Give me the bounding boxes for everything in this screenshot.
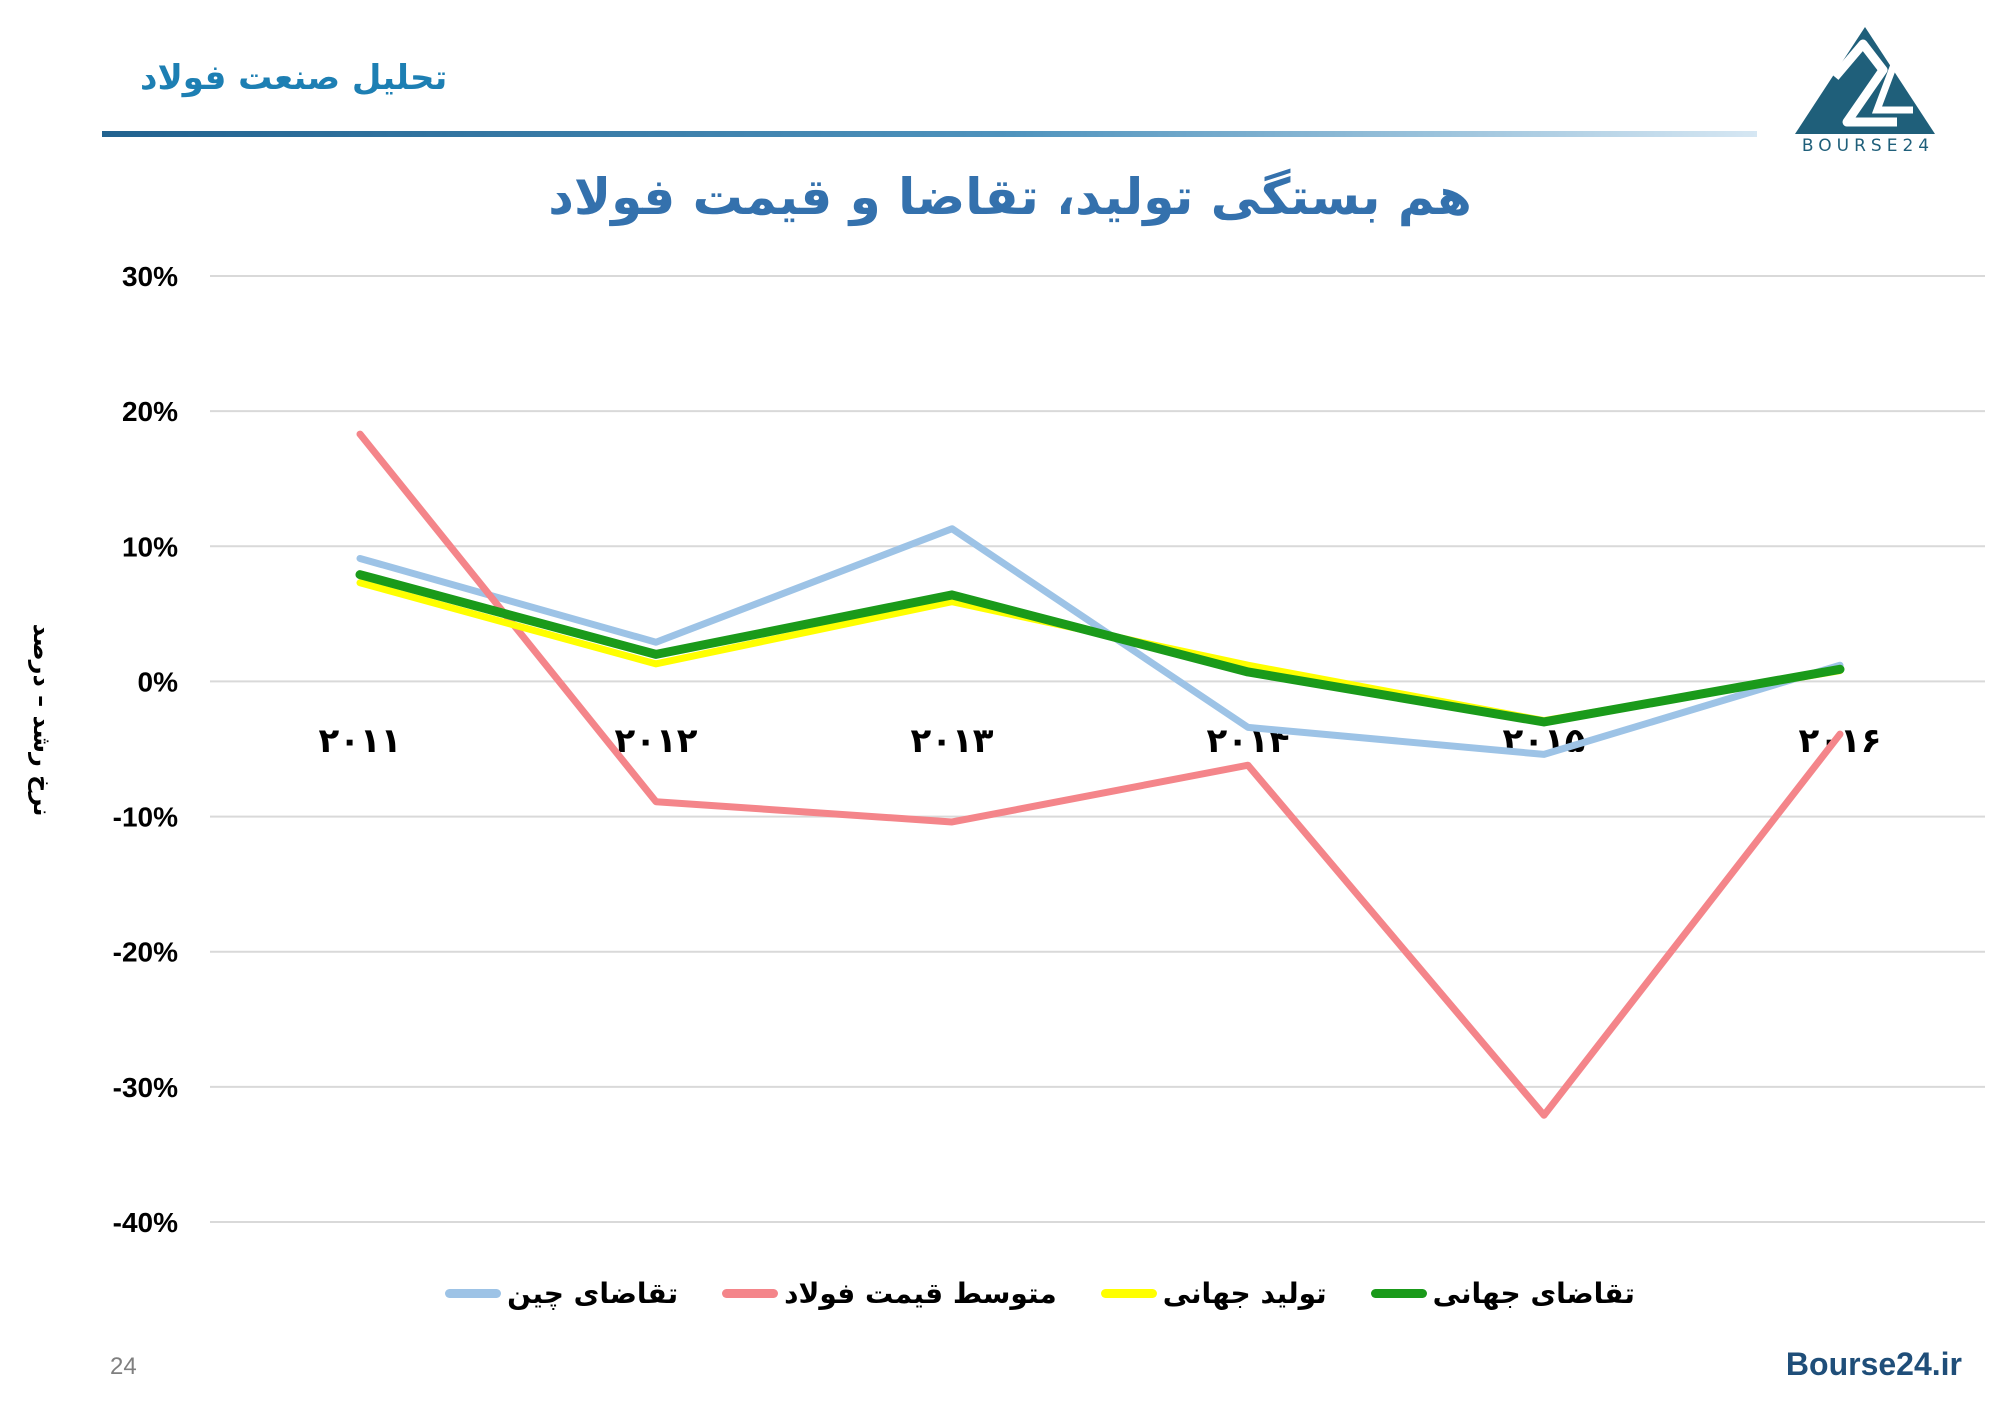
legend-swatch [722, 1288, 779, 1298]
legend-label: تولید جهانی [1162, 1276, 1327, 1310]
data-point [1543, 753, 1545, 755]
bourse24-logo [1795, 27, 1935, 134]
legend-swatch [445, 1288, 502, 1298]
data-point [951, 594, 953, 596]
legend-label: متوسط قیمت فولاد [784, 1276, 1057, 1310]
legend-label: تقاضای چین [507, 1276, 679, 1310]
y-tick-label: 10% [122, 531, 178, 562]
chart-title: هم بستگی تولید، تقاضا و قیمت فولاد [548, 168, 1472, 226]
data-point [359, 574, 361, 576]
y-tick-label: -20% [113, 937, 178, 968]
header-divider [102, 131, 1757, 137]
legend-item: تولید جهانی [1100, 1276, 1327, 1310]
x-tick-label: ۲۰۱۱ [318, 721, 401, 761]
page-number: 24 [110, 1353, 137, 1380]
legend-item: متوسط قیمت فولاد [722, 1277, 1057, 1310]
legend-label: تقاضای جهانی [1432, 1276, 1635, 1310]
legend-swatch [1100, 1288, 1157, 1298]
data-point [1839, 733, 1841, 735]
data-point [1247, 664, 1249, 666]
legend-swatch [1370, 1288, 1427, 1298]
data-point [655, 801, 657, 803]
data-point [1543, 721, 1545, 723]
series-line-1 [356, 525, 1844, 758]
series-line-4 [355, 570, 1845, 727]
chart-legend: تقاضای چین متوسط قیمت فولاد تولید جهانی تقا… [400, 1268, 1680, 1318]
x-tick-label: ۲۰۱۶ [1798, 721, 1881, 761]
legend-item: تقاضای چین [445, 1277, 678, 1310]
y-axis-label: نرخ رشد – درصد [28, 623, 56, 817]
y-tick-label: -10% [113, 802, 178, 833]
data-point [1839, 668, 1841, 670]
data-point [951, 601, 953, 603]
y-tick-label: 0% [138, 666, 179, 697]
footer-site-link[interactable]: Bourse24.ir [1785, 1346, 1962, 1382]
data-point [655, 641, 657, 643]
data-point [1247, 764, 1249, 766]
data-point [1247, 671, 1249, 673]
y-tick-label: 20% [122, 396, 178, 427]
y-tick-label: -40% [113, 1207, 178, 1238]
data-point [359, 557, 361, 559]
data-point [1543, 1114, 1545, 1116]
data-point [951, 528, 953, 530]
y-tick-label: 30% [122, 261, 178, 292]
y-tick-label: -30% [113, 1072, 178, 1103]
data-point [655, 653, 657, 655]
logo-text: BOURSE24 [1801, 136, 1935, 156]
legend-item: تقاضای جهانی [1370, 1276, 1635, 1310]
data-point [655, 663, 657, 665]
series-line-3 [356, 579, 1844, 725]
data-point [359, 433, 361, 435]
data-point [359, 582, 361, 584]
series-line-2 [356, 430, 1844, 1119]
x-tick-label: ۲۰۱۲ [614, 721, 697, 761]
data-point [1247, 726, 1249, 728]
header-title: تحلیل صنعت فولاد [140, 58, 448, 98]
data-point [951, 821, 953, 823]
x-tick-label: ۲۰۱۳ [910, 721, 993, 761]
